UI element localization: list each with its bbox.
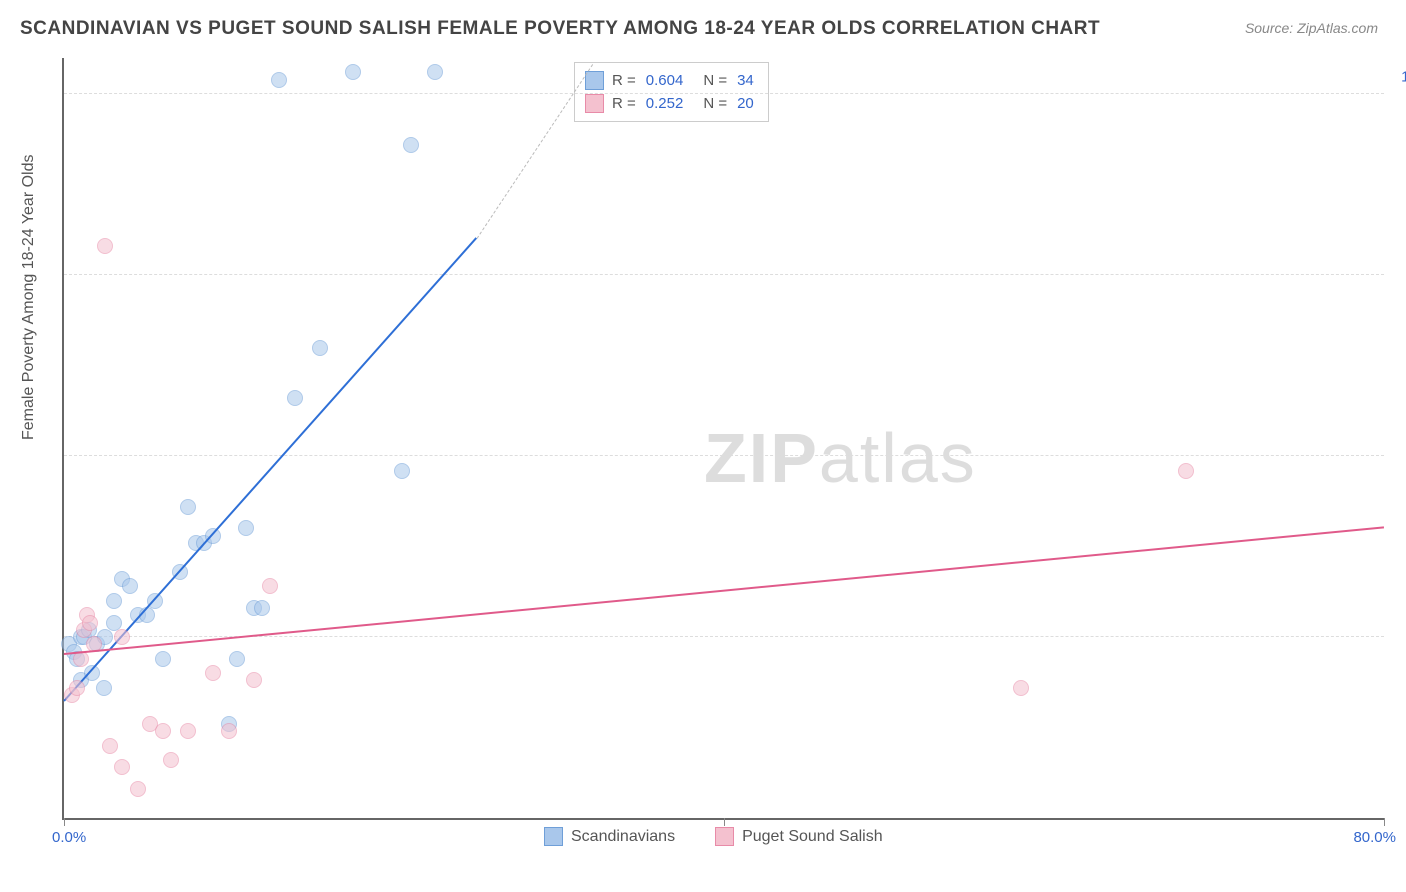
correlation-legend: R = 0.604 N = 34 R = 0.252 N = 20: [574, 62, 769, 122]
gridline: [64, 636, 1384, 637]
legend-row-scandinavians: R = 0.604 N = 34: [585, 69, 754, 92]
swatch-scandinavians: [585, 71, 604, 90]
data-point: [114, 629, 130, 645]
n-label: N =: [703, 95, 727, 112]
r-value-1: 0.252: [646, 95, 684, 112]
data-point: [130, 781, 146, 797]
data-point: [106, 615, 122, 631]
y-tick-label: 100.0%: [1401, 69, 1406, 86]
data-point: [96, 680, 112, 696]
gridline: [64, 455, 1384, 456]
data-point: [102, 738, 118, 754]
swatch-scandinavians: [544, 827, 563, 846]
data-point: [155, 651, 171, 667]
legend-item-scandinavians: Scandinavians: [544, 827, 675, 846]
plot-area: ZIPatlas R = 0.604 N = 34 R = 0.252 N = …: [62, 58, 1384, 820]
chart-title: SCANDINAVIAN VS PUGET SOUND SALISH FEMAL…: [20, 18, 1100, 40]
data-point: [238, 520, 254, 536]
watermark-bold: ZIP: [704, 419, 819, 497]
legend-row-salish: R = 0.252 N = 20: [585, 92, 754, 115]
legend-label: Scandinavians: [571, 828, 675, 846]
watermark: ZIPatlas: [704, 418, 977, 498]
data-point: [312, 340, 328, 356]
watermark-rest: atlas: [819, 419, 977, 497]
data-point: [69, 680, 85, 696]
data-point: [122, 578, 138, 594]
trend-line: [476, 64, 592, 238]
data-point: [97, 238, 113, 254]
source-attribution: Source: ZipAtlas.com: [1245, 20, 1378, 36]
data-point: [155, 723, 171, 739]
n-value-1: 20: [737, 95, 754, 112]
data-point: [262, 578, 278, 594]
data-point: [394, 463, 410, 479]
data-point: [180, 499, 196, 515]
x-tick: [64, 818, 65, 826]
legend-item-salish: Puget Sound Salish: [715, 827, 883, 846]
r-value-0: 0.604: [646, 72, 684, 89]
swatch-salish: [585, 94, 604, 113]
gridline: [64, 93, 1384, 94]
data-point: [180, 723, 196, 739]
data-point: [427, 64, 443, 80]
data-point: [106, 593, 122, 609]
data-point: [1013, 680, 1029, 696]
data-point: [246, 672, 262, 688]
n-label: N =: [703, 72, 727, 89]
data-point: [1178, 463, 1194, 479]
data-point: [221, 723, 237, 739]
r-label: R =: [612, 95, 636, 112]
series-legend: Scandinavians Puget Sound Salish: [544, 827, 883, 846]
data-point: [271, 72, 287, 88]
data-point: [82, 615, 98, 631]
data-point: [254, 600, 270, 616]
legend-label: Puget Sound Salish: [742, 828, 883, 846]
data-point: [163, 752, 179, 768]
x-tick: [724, 818, 725, 826]
r-label: R =: [612, 72, 636, 89]
swatch-salish: [715, 827, 734, 846]
data-point: [205, 665, 221, 681]
data-point: [287, 390, 303, 406]
data-point: [114, 759, 130, 775]
data-point: [345, 64, 361, 80]
n-value-0: 34: [737, 72, 754, 89]
data-point: [403, 137, 419, 153]
data-point: [229, 651, 245, 667]
gridline: [64, 274, 1384, 275]
x-tick: [1384, 818, 1385, 826]
x-tick-label: 0.0%: [52, 829, 86, 846]
y-axis-title: Female Poverty Among 18-24 Year Olds: [20, 155, 38, 441]
x-tick-label: 80.0%: [1353, 829, 1396, 846]
